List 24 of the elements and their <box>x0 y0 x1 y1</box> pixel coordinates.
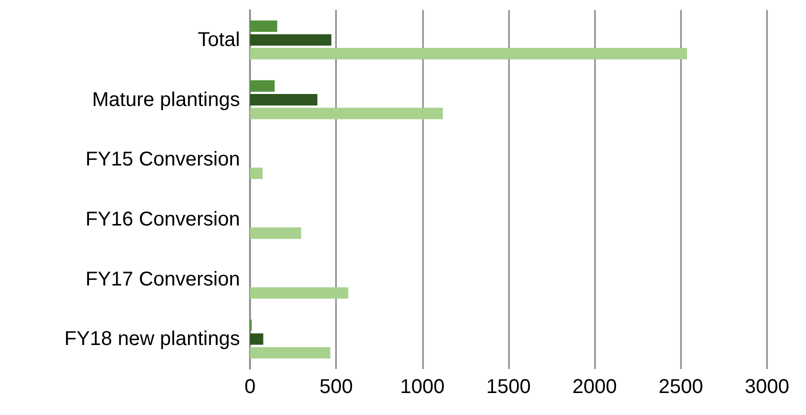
x-tick-label: 2000 <box>572 376 617 398</box>
x-tick-label: 2500 <box>658 376 704 398</box>
y-tick-label: FY17 Conversion <box>85 268 240 290</box>
y-tick-label: FY15 Conversion <box>85 148 240 171</box>
bar <box>250 347 330 359</box>
bar <box>250 287 348 299</box>
x-tick-label: 0 <box>244 376 256 398</box>
bar <box>250 227 302 239</box>
bar <box>250 34 332 46</box>
bar <box>250 20 278 32</box>
bar <box>250 80 275 92</box>
bar <box>250 48 688 60</box>
x-tick-label: 1000 <box>400 376 445 398</box>
bar <box>250 94 318 106</box>
y-tick-label: FY16 Conversion <box>85 208 240 230</box>
bar <box>250 168 263 180</box>
y-tick-label: Mature plantings <box>92 88 240 111</box>
y-tick-label: Total <box>198 28 240 51</box>
bar <box>250 333 264 345</box>
bar <box>250 108 443 120</box>
x-tick-label: 3000 <box>744 376 790 398</box>
y-tick-label: FY18 new plantings <box>64 328 240 350</box>
x-tick-label: 500 <box>319 376 353 398</box>
x-tick-label: 1500 <box>486 376 531 398</box>
